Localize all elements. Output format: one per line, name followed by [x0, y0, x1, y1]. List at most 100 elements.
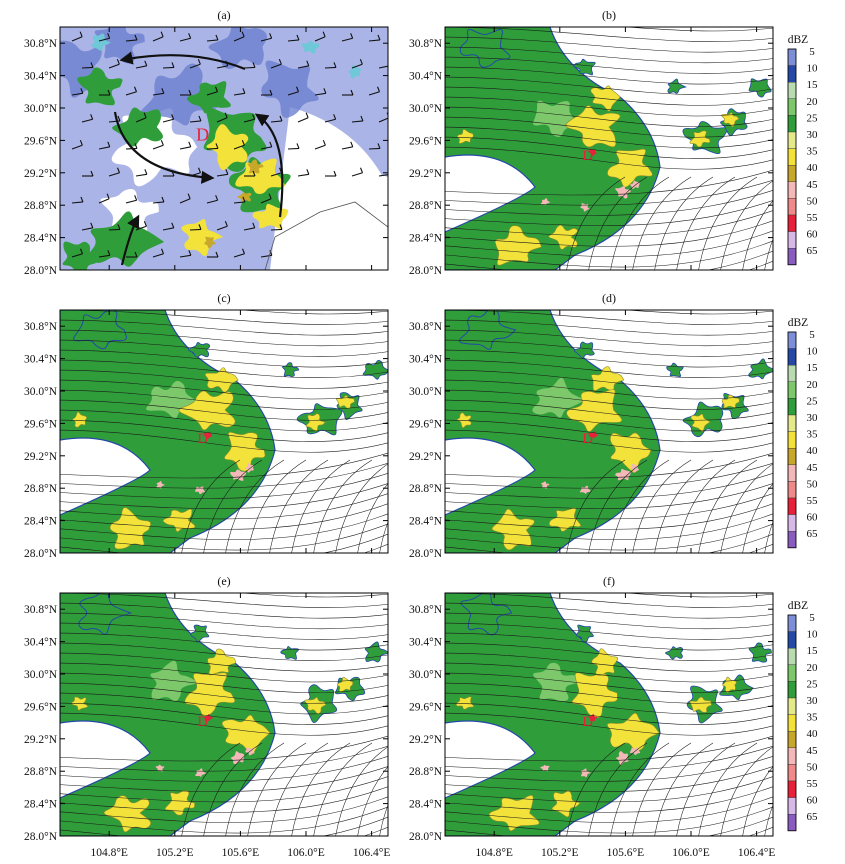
wind-barb	[233, 92, 245, 96]
wind-barb	[260, 37, 272, 42]
wind-barb	[351, 172, 363, 177]
y-tick-label: 28.8°N	[409, 766, 443, 778]
streamline	[445, 612, 773, 630]
y-tick-label: 28.0°N	[24, 548, 58, 560]
colorbar-swatch	[787, 81, 797, 99]
colorbar-label: 45	[807, 462, 819, 474]
echo-20	[150, 660, 200, 702]
colorbar-swatch	[787, 664, 797, 682]
wind-barb-feather	[269, 89, 273, 96]
streamline	[60, 786, 388, 813]
wind-barb-feather	[90, 170, 94, 177]
streamline	[445, 429, 773, 453]
wind-barb-feather	[241, 248, 246, 254]
colorbar-label: 65	[807, 811, 819, 823]
wind-barb-feather	[350, 89, 354, 96]
colorbar-unit: dBZ	[788, 600, 808, 612]
y-tick-label: 28.0°N	[24, 265, 58, 277]
streamline	[445, 329, 773, 347]
wind-barb-feather	[252, 114, 256, 120]
colorbar-label: 30	[807, 695, 819, 707]
colorbar-unit: dBZ	[788, 34, 808, 46]
y-tick-label: 28.8°N	[409, 483, 443, 495]
echo-55	[204, 713, 214, 722]
wind-barb-feather	[171, 114, 175, 120]
wind-barb	[378, 117, 388, 123]
streamline	[247, 459, 307, 553]
y-tick-label: 30.0°N	[24, 386, 58, 398]
panel-field	[60, 27, 388, 270]
echo-25	[573, 58, 596, 76]
wind-barb-feather	[161, 88, 165, 94]
marker-d: D	[197, 431, 208, 447]
colorbar-label: 45	[807, 745, 819, 757]
wind-barb-feather	[188, 89, 192, 96]
wind-barb-feather	[90, 222, 94, 229]
panel-frame	[59, 592, 389, 837]
clear-area	[270, 107, 388, 270]
colorbar-label: 65	[807, 528, 819, 540]
wind-barb-feather	[143, 221, 147, 227]
streamline	[445, 369, 773, 389]
wind-barb-feather	[224, 112, 228, 118]
echo-35	[207, 648, 237, 676]
x-tick-label: 105.2°E	[156, 847, 194, 859]
streamline	[445, 745, 773, 772]
wind-barb	[135, 65, 147, 69]
wind-barb	[206, 199, 218, 204]
wind-barb	[368, 91, 380, 96]
wind-barb-feather	[117, 115, 121, 122]
streamline	[720, 180, 773, 270]
wind-barb-feather	[350, 33, 354, 39]
streamline	[742, 766, 773, 836]
colorbar-label: 10	[807, 629, 819, 641]
wind-barb	[243, 118, 255, 123]
colorbar-swatch	[787, 398, 797, 416]
echo-35	[689, 696, 712, 713]
x-tick-label: 106.4°E	[353, 847, 391, 859]
colorbar-swatch	[787, 65, 797, 83]
wind-barb-feather	[90, 114, 94, 120]
streamline	[269, 742, 329, 836]
wind-barb	[324, 66, 337, 69]
echo-45	[615, 186, 631, 199]
wind-barb-feather	[278, 59, 282, 65]
echo-35	[72, 411, 87, 428]
wind-barb	[314, 92, 326, 96]
wind-barb-feather	[241, 140, 245, 146]
y-tick-label: 30.0°N	[409, 386, 443, 398]
y-tick-label: 29.6°N	[409, 701, 443, 713]
colorbar-label: 40	[807, 445, 819, 457]
y-tick-label: 28.0°N	[409, 548, 443, 560]
streamline	[622, 593, 773, 598]
colorbar-label: 20	[807, 96, 819, 108]
streamline	[445, 359, 773, 378]
colorbar-swatch	[787, 131, 797, 149]
colorbar-swatch	[787, 531, 797, 549]
colorbar-unit: dBZ	[788, 317, 808, 329]
wind-barb	[179, 37, 191, 42]
marker-d: D	[582, 714, 593, 730]
streamline	[445, 622, 773, 640]
echo-45	[540, 764, 550, 772]
wind-barb-feather	[252, 62, 256, 68]
streamline	[588, 459, 648, 553]
wind-barb-feather	[161, 196, 165, 203]
y-tick-label: 29.2°N	[24, 168, 58, 180]
streamline	[60, 735, 388, 762]
colorbar-swatch	[787, 331, 797, 349]
streamline	[60, 612, 388, 630]
wind-barb-feather	[215, 34, 219, 41]
wind-barb-feather	[224, 221, 228, 227]
panel-label: (d)	[602, 291, 616, 305]
echo-45	[156, 481, 166, 489]
wind-barb-feather	[134, 34, 138, 41]
flow-arrow	[254, 113, 284, 218]
echo-cyan	[301, 40, 320, 54]
streamline	[610, 742, 670, 836]
colorbar-swatch	[787, 514, 797, 532]
streamline	[445, 36, 773, 53]
streamline	[60, 702, 388, 725]
colorbar-label: 45	[807, 179, 819, 191]
colorbar-swatch	[787, 797, 797, 815]
